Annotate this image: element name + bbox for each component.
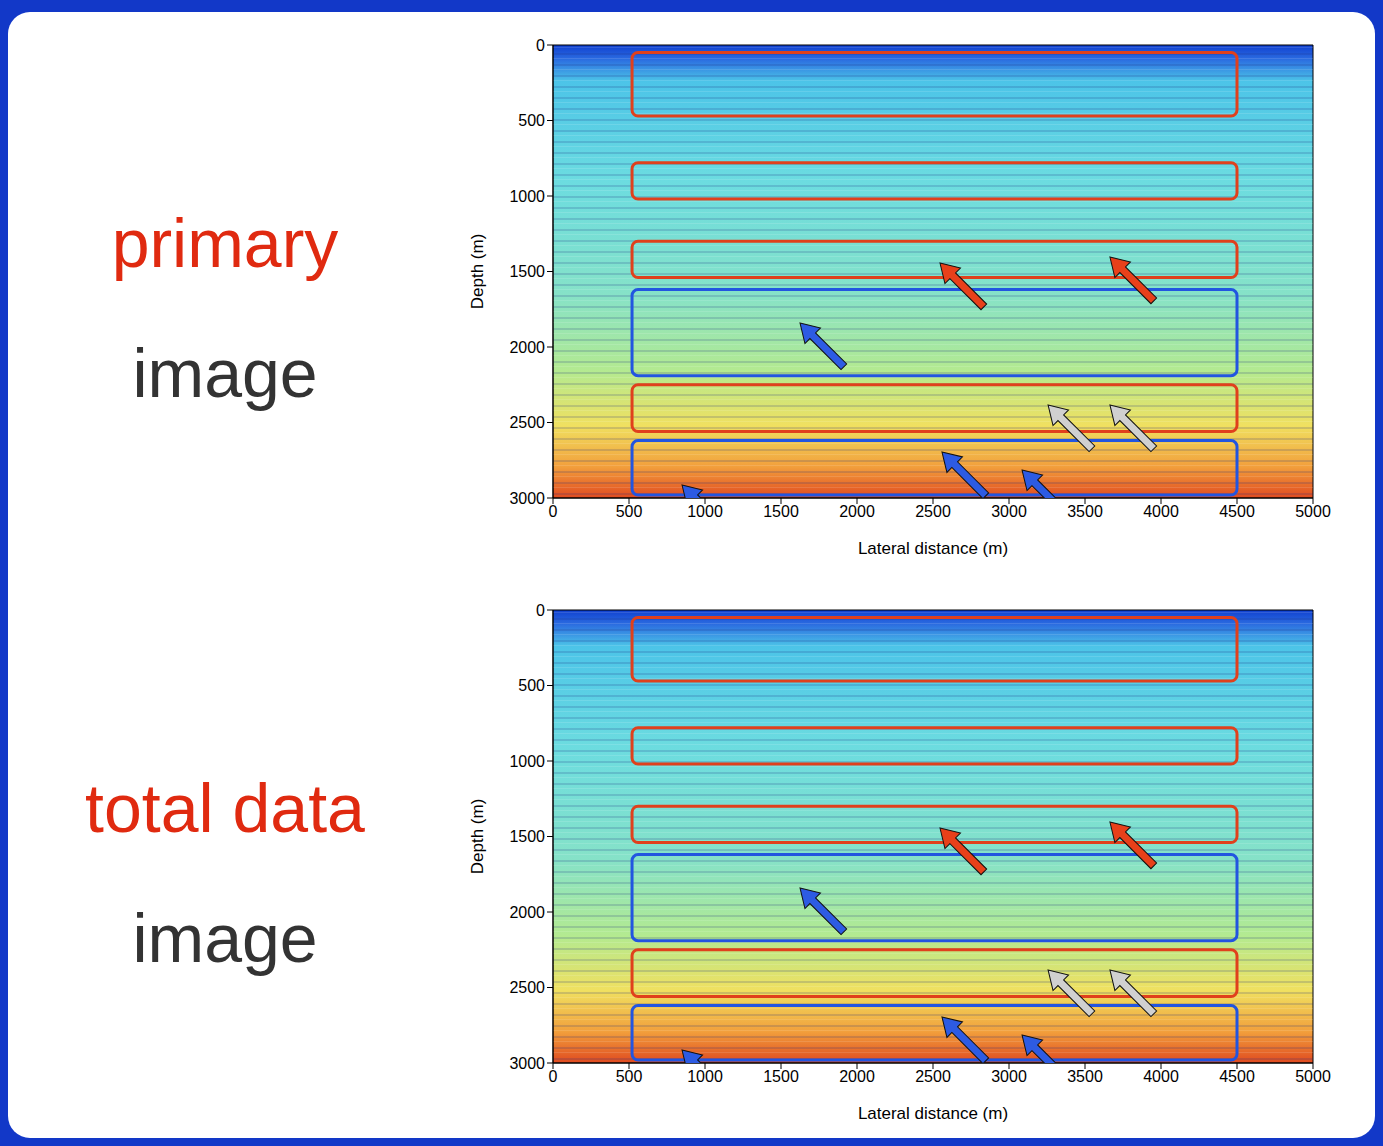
svg-text:4000: 4000 — [1143, 1068, 1179, 1085]
svg-text:1500: 1500 — [763, 503, 799, 520]
svg-text:2000: 2000 — [839, 1068, 875, 1085]
svg-text:0: 0 — [549, 1068, 558, 1085]
html-text:image: image — [132, 335, 318, 411]
svg-text:500: 500 — [518, 112, 545, 129]
svg-text:1000: 1000 — [687, 1068, 723, 1085]
svg-text:1500: 1500 — [509, 828, 545, 845]
svg-text:2500: 2500 — [915, 1068, 951, 1085]
svg-text:Depth (m): Depth (m) — [468, 799, 487, 875]
svg-text:2000: 2000 — [839, 503, 875, 520]
html-text:image: image — [132, 900, 318, 976]
svg-text:Lateral distance (m): Lateral distance (m) — [858, 1104, 1008, 1123]
svg-text:4000: 4000 — [1143, 503, 1179, 520]
svg-text:500: 500 — [518, 677, 545, 694]
svg-text:500: 500 — [616, 1068, 643, 1085]
svg-text:0: 0 — [536, 602, 545, 619]
svg-text:3000: 3000 — [991, 1068, 1027, 1085]
svg-text:4500: 4500 — [1219, 1068, 1255, 1085]
svg-text:2000: 2000 — [509, 904, 545, 921]
svg-text:3000: 3000 — [991, 503, 1027, 520]
svg-text:2500: 2500 — [509, 414, 545, 431]
svg-text:5000: 5000 — [1295, 503, 1331, 520]
svg-text:1000: 1000 — [687, 503, 723, 520]
svg-text:0: 0 — [536, 37, 545, 54]
svg-text:2500: 2500 — [915, 503, 951, 520]
html-text:primary: primary — [111, 205, 339, 281]
svg-text:3500: 3500 — [1067, 1068, 1103, 1085]
svg-text:0: 0 — [549, 503, 558, 520]
html-text:total data: total data — [85, 770, 365, 846]
svg-text:500: 500 — [616, 503, 643, 520]
svg-text:2500: 2500 — [509, 979, 545, 996]
svg-text:1500: 1500 — [763, 1068, 799, 1085]
svg-text:2000: 2000 — [509, 339, 545, 356]
svg-text:4500: 4500 — [1219, 503, 1255, 520]
svg-text:3000: 3000 — [509, 1055, 545, 1072]
svg-text:1000: 1000 — [509, 753, 545, 770]
svg-text:3000: 3000 — [509, 490, 545, 507]
svg-text:5000: 5000 — [1295, 1068, 1331, 1085]
svg-text:1000: 1000 — [509, 188, 545, 205]
svg-text:Depth (m): Depth (m) — [468, 234, 487, 310]
svg-text:3500: 3500 — [1067, 503, 1103, 520]
svg-text:1500: 1500 — [509, 263, 545, 280]
svg-text:Lateral distance (m): Lateral distance (m) — [858, 539, 1008, 558]
